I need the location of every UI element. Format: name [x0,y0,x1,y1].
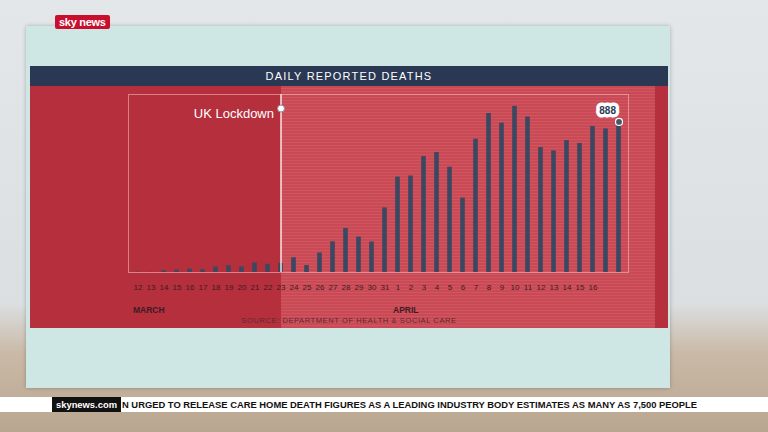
svg-text:16: 16 [589,283,598,292]
svg-text:29: 29 [355,283,364,292]
svg-text:12: 12 [134,283,143,292]
svg-text:17: 17 [199,283,208,292]
svg-text:13: 13 [147,283,156,292]
html-text:DAILY REPORTED DEATHS: DAILY REPORTED DEATHS [265,70,433,82]
svg-text:21: 21 [251,283,260,292]
svg-text:888: 888 [599,105,616,116]
svg-text:27: 27 [329,283,338,292]
svg-text:18: 18 [212,283,221,292]
svg-text:9: 9 [500,283,505,292]
svg-text:14: 14 [563,283,572,292]
html-text:skynews.com: skynews.com [56,399,117,410]
svg-text:16: 16 [186,283,195,292]
svg-text:13: 13 [550,283,559,292]
svg-text:31: 31 [381,283,390,292]
svg-text:28: 28 [342,283,351,292]
html-text:sky news: sky news [59,16,106,28]
svg-text:30: 30 [368,283,377,292]
svg-text:5: 5 [448,283,453,292]
html-text:N URGED TO RELEASE CARE HOME D: N URGED TO RELEASE CARE HOME DEATH FIGUR… [122,399,698,410]
svg-text:14: 14 [160,283,169,292]
svg-text:12: 12 [537,283,546,292]
svg-text:15: 15 [173,283,182,292]
svg-text:UK Lockdown: UK Lockdown [194,106,274,121]
svg-text:20: 20 [238,283,247,292]
svg-text:26: 26 [316,283,325,292]
svg-text:APRIL: APRIL [393,305,419,315]
svg-text:11: 11 [524,283,533,292]
svg-text:19: 19 [225,283,234,292]
svg-text:8: 8 [487,283,492,292]
svg-text:23: 23 [277,283,286,292]
svg-text:15: 15 [576,283,585,292]
html-text:SOURCE: DEPARTMENT OF HEALTH &: SOURCE: DEPARTMENT OF HEALTH & SOCIAL CA… [241,316,457,325]
svg-text:24: 24 [290,283,299,292]
svg-text:6: 6 [461,283,466,292]
svg-text:3: 3 [422,283,427,292]
svg-text:MARCH: MARCH [133,305,165,315]
svg-text:22: 22 [264,283,273,292]
svg-text:2: 2 [409,283,414,292]
svg-text:10: 10 [511,283,520,292]
svg-text:1: 1 [396,283,401,292]
svg-text:25: 25 [303,283,312,292]
svg-text:4: 4 [435,283,440,292]
svg-text:7: 7 [474,283,479,292]
